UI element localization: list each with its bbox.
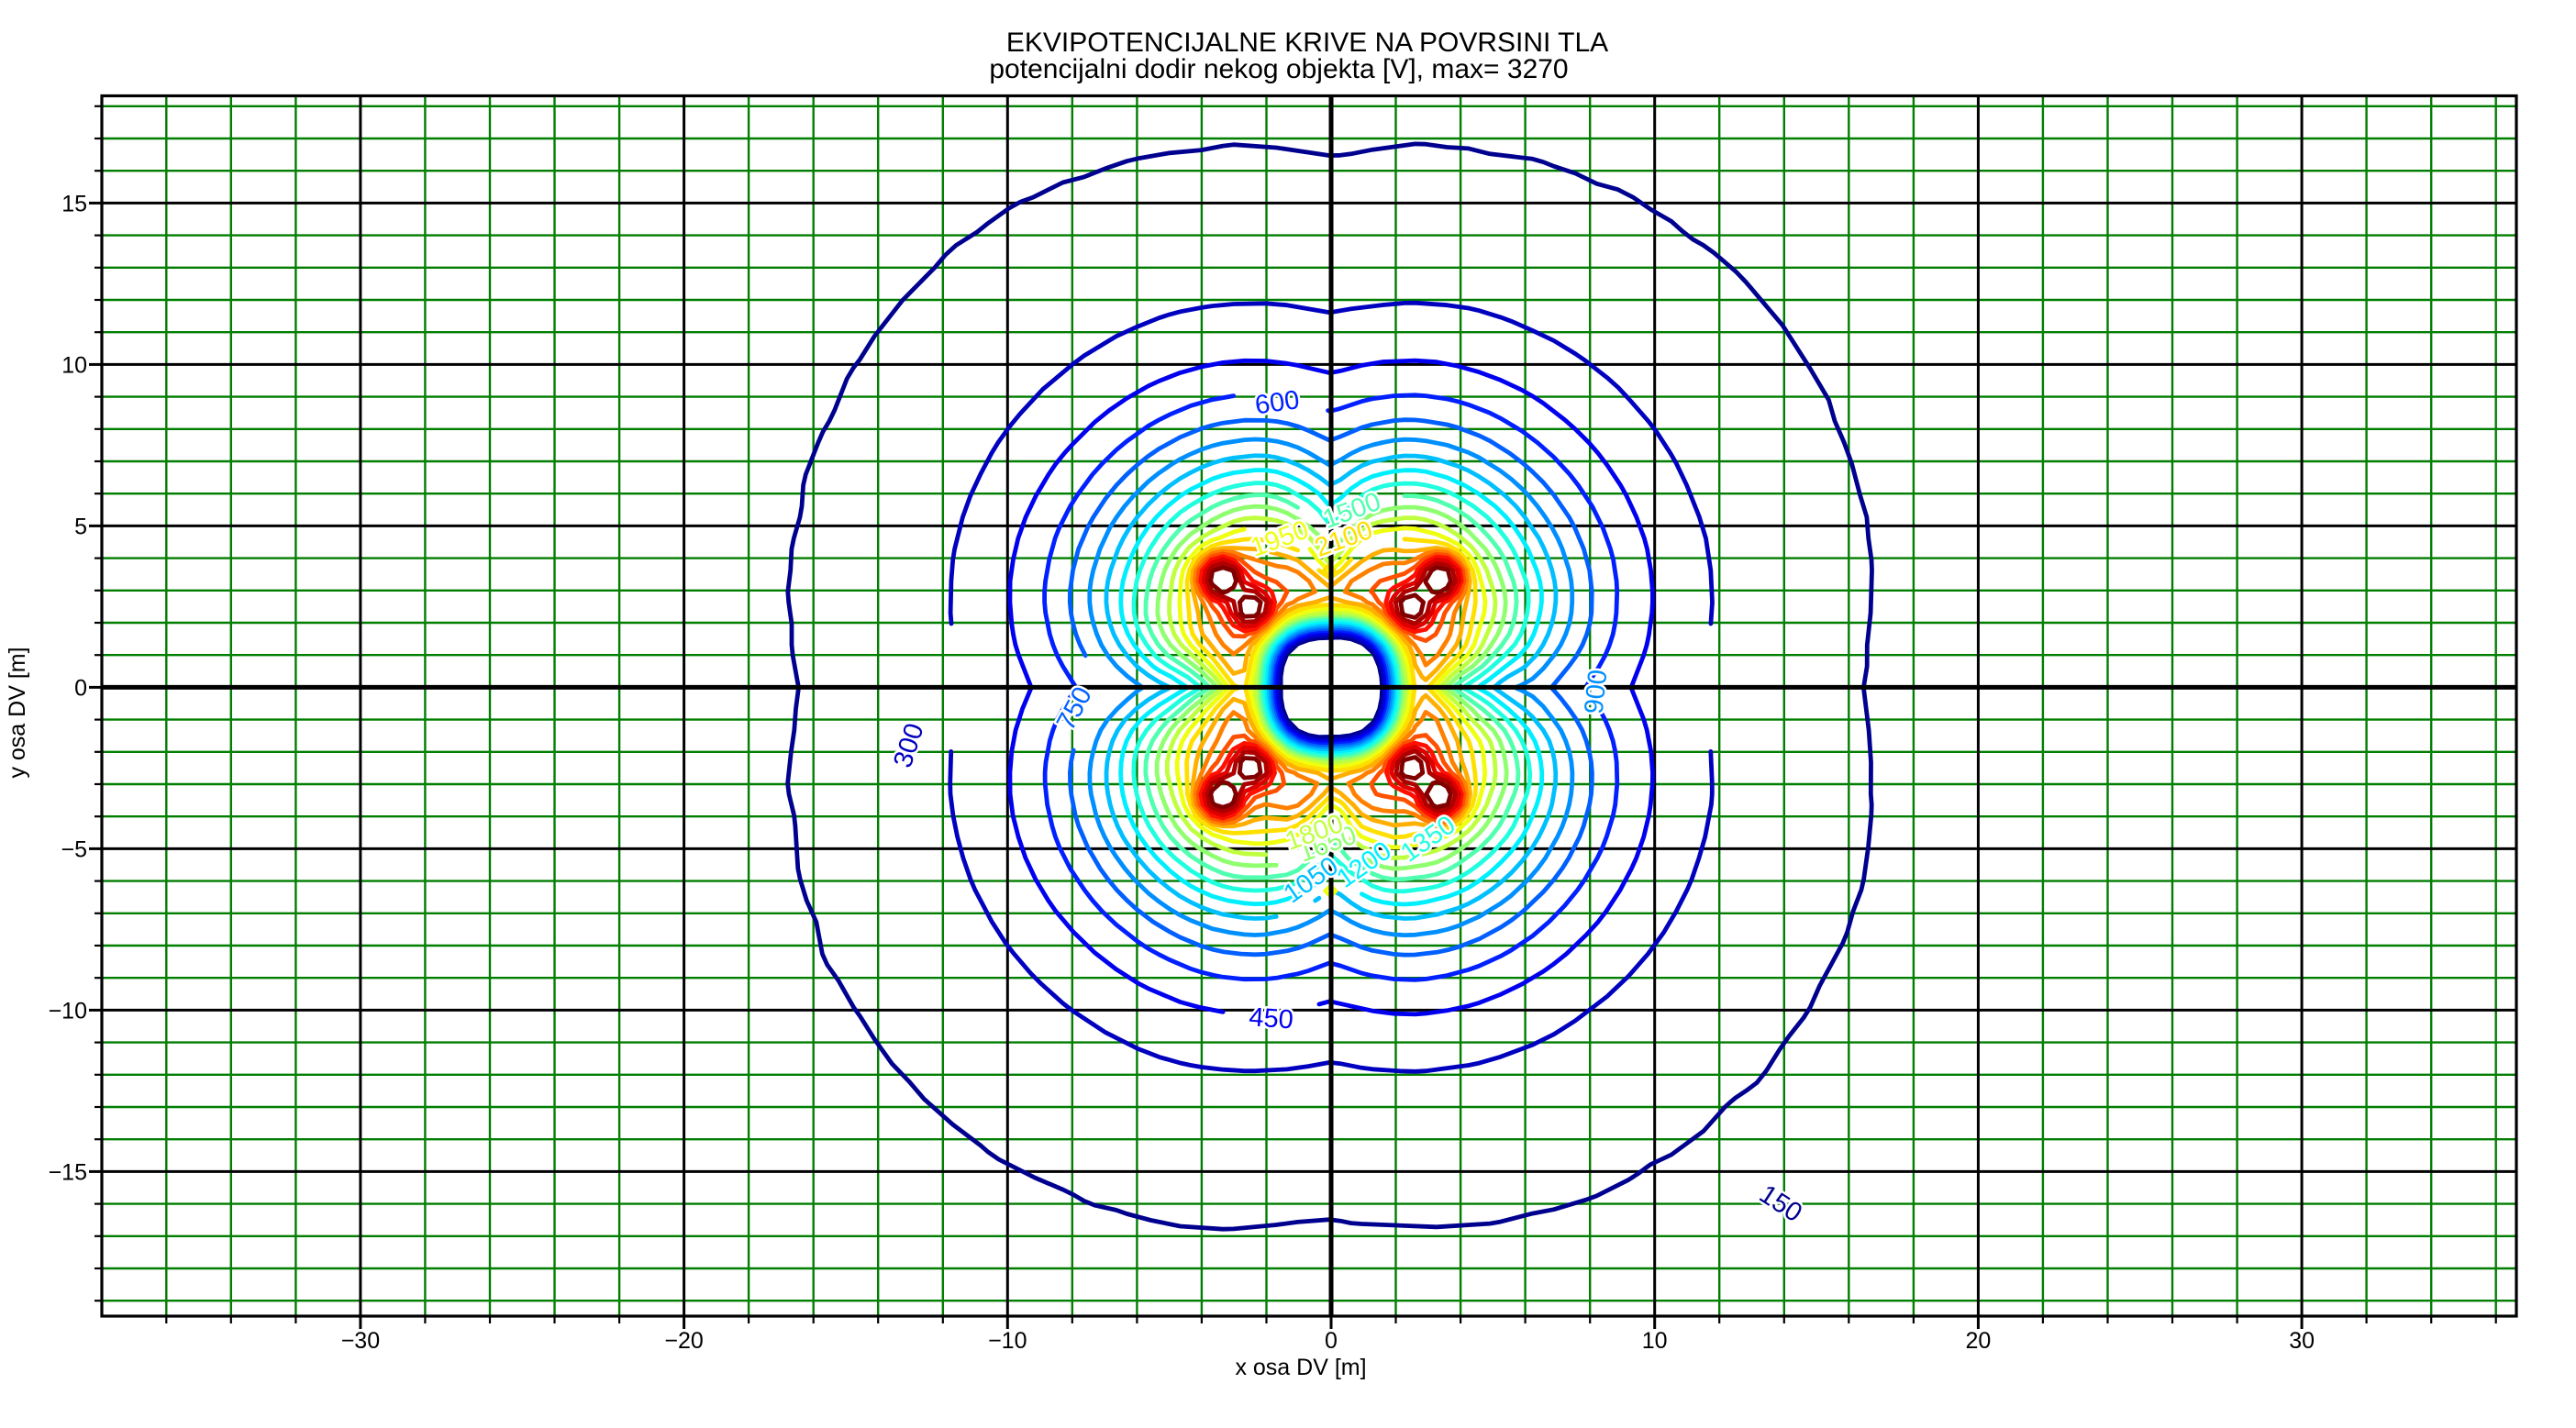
svg-text:10: 10 [61,352,87,378]
svg-text:−30: −30 [341,1328,380,1354]
svg-text:150: 150 [1754,1179,1807,1228]
svg-text:EKVIPOTENCIJALNE KRIVE NA POVR: EKVIPOTENCIJALNE KRIVE NA POVRSINI TLA [1006,28,1608,58]
svg-text:−10: −10 [49,998,87,1024]
svg-text:−10: −10 [988,1328,1027,1354]
svg-text:potencijalni dodir nekog objek: potencijalni dodir nekog objekta [V], ma… [989,54,1568,84]
svg-text:30: 30 [2289,1328,2315,1354]
svg-text:750: 750 [1051,682,1098,736]
svg-text:−20: −20 [664,1328,703,1354]
svg-text:900: 900 [1580,669,1614,715]
svg-text:15: 15 [61,191,87,216]
svg-text:5: 5 [74,514,87,539]
svg-text:10: 10 [1642,1328,1668,1354]
svg-text:600: 600 [1253,385,1301,420]
svg-text:y osa DV [m]: y osa DV [m] [5,647,30,778]
svg-text:−5: −5 [61,836,87,862]
svg-text:x osa DV [m]: x osa DV [m] [1235,1355,1366,1380]
svg-text:−15: −15 [49,1159,87,1185]
svg-text:0: 0 [74,675,87,701]
svg-text:300: 300 [888,720,929,771]
svg-text:0: 0 [1325,1328,1338,1354]
svg-text:450: 450 [1248,1002,1294,1035]
svg-text:20: 20 [1965,1328,1991,1354]
